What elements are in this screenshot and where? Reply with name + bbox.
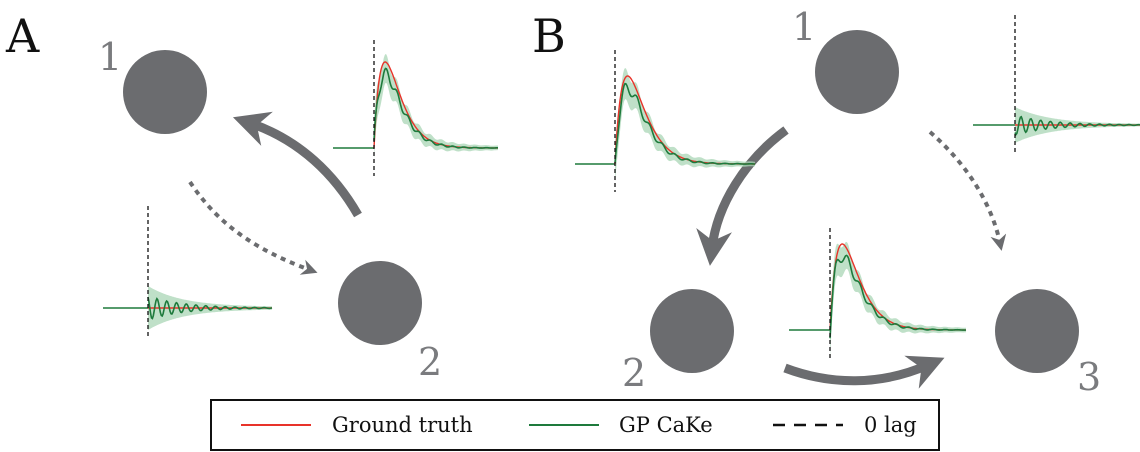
node-a-1 (123, 50, 207, 134)
panel-a: 1 2 (98, 35, 498, 384)
legend-label-gp-cake: GP CaKe (619, 413, 713, 437)
node-b-1 (815, 30, 899, 114)
node-a-2 (338, 261, 422, 345)
panel-letter-b: B (532, 9, 566, 63)
legend: Ground truth GP CaKe 0 lag (210, 399, 940, 451)
node-b-1-label: 1 (792, 5, 816, 49)
kernel-plot-a-2-to-1 (333, 40, 498, 176)
kernel-plot-b-2-to-3-gp-cake-line (829, 254, 967, 339)
node-b-3-label: 3 (1077, 355, 1101, 399)
kernel-plot-a-1-to-2 (103, 206, 273, 336)
node-b-2 (650, 289, 734, 373)
panel-letter-a: A (5, 9, 40, 63)
edge-b-1-to-3-arrow (928, 130, 1007, 251)
edge-b-1-to-2-arrow (696, 126, 789, 266)
kernel-plot-b-1-to-2 (575, 50, 756, 192)
kernel-plot-b-1-to-2-gp-cake-line (614, 82, 756, 165)
kernel-plot-a-2-to-1-gp-cake-line (373, 67, 498, 149)
kernel-plot-a-1-to-2-gp-cake-line (147, 296, 273, 320)
panel-b: 1 2 3 (575, 5, 1140, 399)
node-a-1-label: 1 (98, 35, 122, 79)
edge-b-2-to-3-arrow (783, 355, 945, 389)
kernel-plot-a-2-to-1-ground-truth-line (373, 61, 498, 149)
kernel-plot-b-2-to-3 (789, 228, 967, 358)
legend-label-zero-lag: 0 lag (864, 413, 917, 437)
node-b-3 (995, 289, 1079, 373)
kernel-plot-b-1-to-2-ground-truth-line (614, 75, 755, 165)
legend-label-ground-truth: Ground truth (332, 413, 473, 437)
kernel-plot-a-2-to-1-uncertainty-band (374, 54, 498, 160)
kernel-plot-b-1-to-3 (973, 15, 1140, 153)
edge-a-1-to-2-arrow (188, 180, 318, 275)
node-b-2-label: 2 (622, 351, 646, 395)
kernel-plot-b-1-to-3-gp-cake-line (1014, 115, 1140, 137)
edge-a-2-to-1-arrow (232, 111, 362, 218)
kernel-plot-b-2-to-3-ground-truth-line (829, 243, 966, 331)
node-a-2-label: 2 (418, 340, 442, 384)
kernel-plot-b-2-to-3-uncertainty-band (830, 241, 966, 357)
